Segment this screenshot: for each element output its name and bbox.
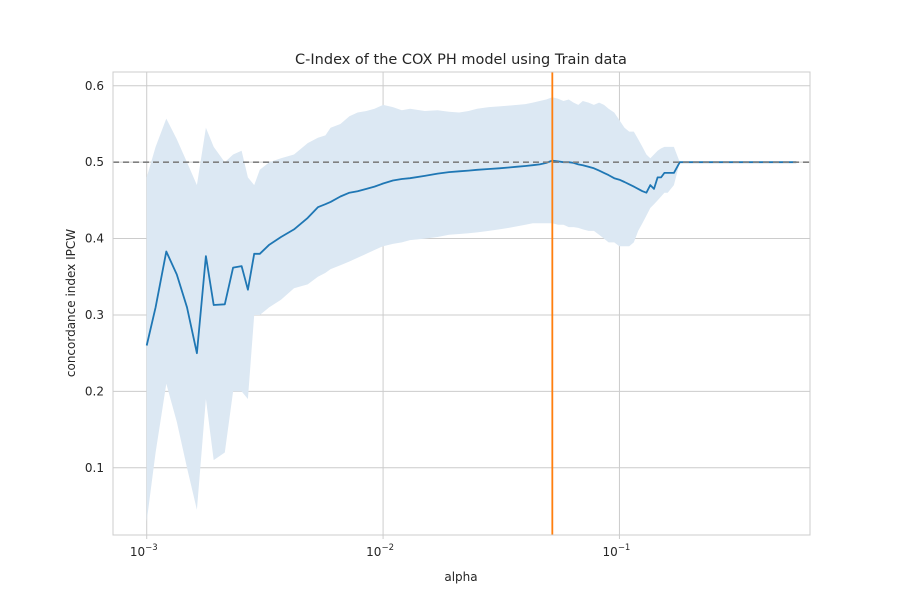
x-tick-exponent: −1 bbox=[618, 543, 631, 553]
y-tick-label: 0.6 bbox=[85, 79, 104, 93]
concordance-line bbox=[145, 159, 797, 355]
x-tick-label: 10−1 bbox=[603, 543, 631, 559]
x-tick-base: 10 bbox=[130, 545, 145, 559]
axes-frame bbox=[112, 71, 811, 536]
x-tick-labels: 10−3 10−2 10−1 bbox=[130, 535, 631, 559]
y-tick-label: 0.5 bbox=[85, 155, 104, 169]
y-axis-label: concordance index IPCW bbox=[64, 229, 78, 377]
x-tick-base: 10 bbox=[603, 545, 618, 559]
x-tick-label: 10−2 bbox=[366, 543, 394, 559]
y-tick-label: 0.4 bbox=[85, 232, 104, 246]
reference-layer bbox=[113, 72, 810, 535]
confidence-band bbox=[146, 97, 797, 522]
x-tick-exponent: −2 bbox=[381, 543, 394, 553]
y-tick-labels: 0.1 0.2 0.3 0.4 0.5 0.6 bbox=[85, 79, 104, 475]
x-axis-label: alpha bbox=[444, 570, 477, 584]
y-tick-label: 0.3 bbox=[85, 308, 104, 322]
x-tick-label: 10−3 bbox=[130, 543, 158, 559]
line-layer bbox=[145, 159, 797, 355]
plot-area bbox=[112, 71, 811, 536]
chart-title: C-Index of the COX PH model using Train … bbox=[295, 52, 627, 68]
y-tick-label: 0.2 bbox=[85, 384, 104, 398]
y-tick-label: 0.1 bbox=[85, 461, 104, 475]
band-layer bbox=[146, 97, 797, 522]
x-tick-base: 10 bbox=[366, 545, 381, 559]
x-tick-exponent: −3 bbox=[145, 543, 158, 553]
